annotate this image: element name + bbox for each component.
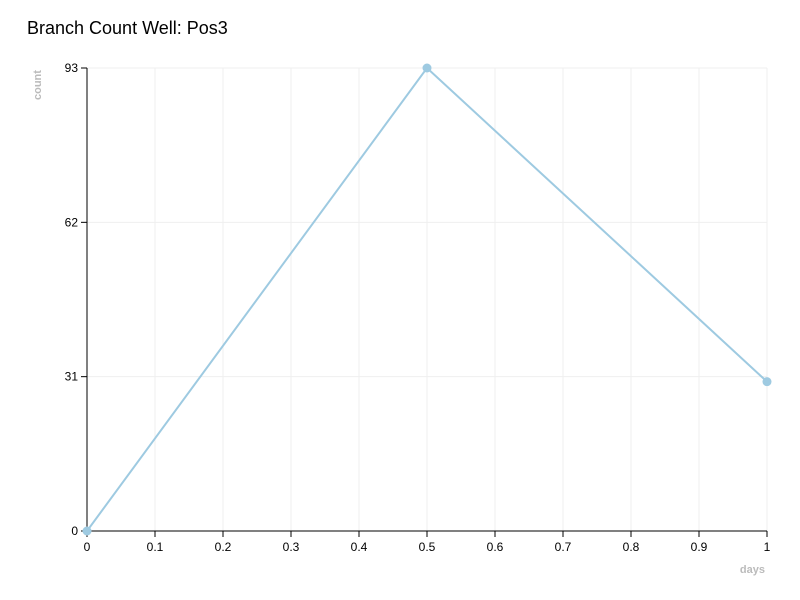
data-point[interactable] <box>82 526 92 536</box>
data-point[interactable] <box>422 63 432 73</box>
axes: 0 0.1 0.2 0.3 0.4 0.5 0.6 0.7 0.8 0.9 1 0 31 62 93 <box>65 61 771 554</box>
x-tick-label: 0.9 <box>691 540 708 554</box>
x-tick-label: 0.1 <box>147 540 164 554</box>
x-tick-label: 0.2 <box>215 540 232 554</box>
y-axis-title: count <box>32 70 44 100</box>
y-tick-label: 31 <box>65 370 79 384</box>
x-tick-label: 1 <box>764 540 771 554</box>
x-tick-label: 0.7 <box>555 540 572 554</box>
x-tick-label: 0.3 <box>283 540 300 554</box>
grid-lines <box>86 67 768 532</box>
x-tick-label: 0.4 <box>351 540 368 554</box>
x-tick-label: 0.6 <box>487 540 504 554</box>
x-tick-label: 0.5 <box>419 540 436 554</box>
data-point[interactable] <box>762 377 772 387</box>
x-tick-label: 0 <box>84 540 91 554</box>
y-tick-label: 62 <box>65 215 79 229</box>
series-layer <box>82 63 772 536</box>
y-tick-label: 93 <box>65 61 79 75</box>
x-axis-title: days <box>740 564 765 576</box>
chart-title: Branch Count Well: Pos3 <box>27 18 228 38</box>
x-tick-label: 0.8 <box>623 540 640 554</box>
y-tick-label: 0 <box>71 524 78 538</box>
